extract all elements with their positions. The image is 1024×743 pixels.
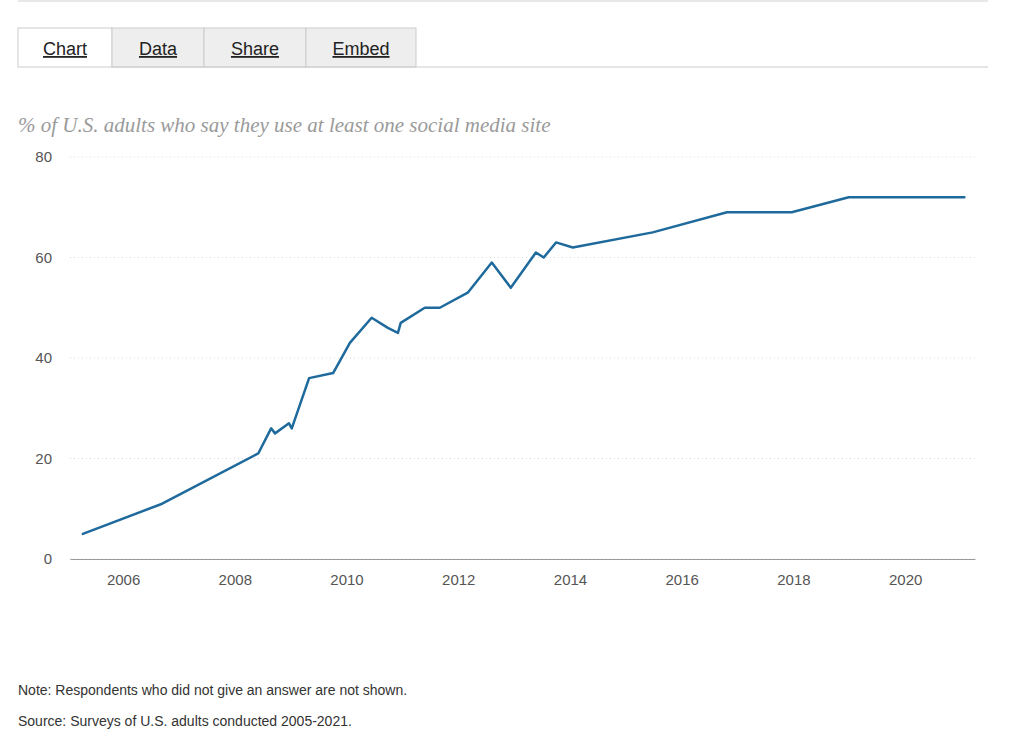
y-tick-label: 0 [44, 550, 52, 567]
x-axis: 2006 2008 2010 2012 2014 2016 2018 2020 [71, 559, 976, 588]
tab-rule [112, 67, 988, 68]
tab-box[interactable] [204, 28, 306, 67]
grid [70, 157, 975, 559]
grid-line [70, 458, 975, 459]
x-tick: 2006 [107, 559, 140, 588]
plot-marks [83, 197, 965, 534]
y-tick: 40 [35, 349, 70, 366]
source: Source: Surveys of U.S. adults conducted… [18, 713, 352, 729]
y-tick: 20 [35, 450, 70, 467]
grid-line [70, 157, 975, 158]
x-tick: 2012 [442, 559, 475, 588]
y-tick-label: 20 [35, 450, 52, 467]
tab-label[interactable]: Share [231, 39, 279, 59]
x-tick: 2010 [330, 559, 363, 588]
y-tick-label: 60 [35, 249, 52, 266]
x-tick: 2018 [777, 559, 810, 588]
x-tick-label: 2006 [107, 571, 140, 588]
y-tick-label: 40 [35, 349, 52, 366]
x-tick-label: 2020 [889, 571, 922, 588]
note: Note: Respondents who did not give an an… [18, 682, 407, 698]
x-tick: 2014 [554, 559, 587, 588]
grid-line [70, 358, 975, 359]
x-tick-label: 2016 [666, 571, 699, 588]
data-line [83, 197, 965, 534]
top-rule [18, 1, 988, 2]
chart-title: % of U.S. adults who say they use at lea… [18, 113, 551, 137]
x-tick-label: 2010 [330, 571, 363, 588]
x-tick-label: 2018 [777, 571, 810, 588]
grid-line [70, 559, 975, 560]
x-axis-line [71, 559, 976, 560]
x-tick-label: 2014 [554, 571, 587, 588]
tabs: Chart Data Share Embed [18, 28, 416, 67]
tab-label[interactable]: Chart [43, 39, 87, 59]
grid-line [70, 257, 975, 258]
y-tick: 60 [35, 249, 70, 266]
y-tick-label: 80 [35, 148, 52, 165]
y-tick: 80 [35, 148, 70, 165]
y-axis: 0 20 40 60 80 [35, 148, 70, 567]
x-tick-label: 2008 [219, 571, 252, 588]
x-tick: 2016 [666, 559, 699, 588]
y-axis-line [70, 158, 71, 560]
tab-label[interactable]: Data [139, 39, 178, 59]
x-tick: 2020 [889, 559, 922, 588]
tab-box[interactable] [112, 28, 204, 67]
tab-box[interactable] [18, 28, 112, 67]
tab-box[interactable] [306, 28, 416, 67]
x-tick-label: 2012 [442, 571, 475, 588]
x-tick: 2008 [219, 559, 252, 588]
tab-label[interactable]: Embed [332, 39, 389, 59]
chart-svg: Chart Data Share Embed % of U.S. adults who … [0, 0, 1024, 743]
y-tick: 0 [44, 550, 70, 567]
